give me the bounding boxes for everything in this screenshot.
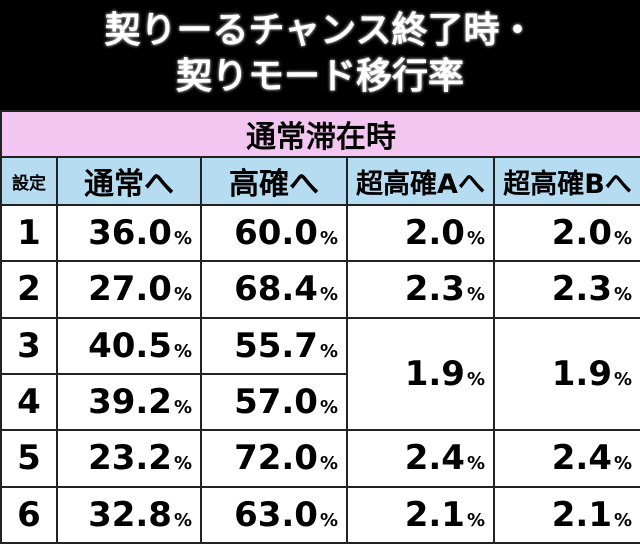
- super-b-cell: 2.3%: [492, 260, 640, 319]
- page-title: 契りーるチャンス終了時・ 契りモード移行率: [0, 0, 640, 108]
- value: 2.4: [551, 438, 612, 479]
- title-line-2: 契りモード移行率: [175, 56, 464, 97]
- value: 2.1: [551, 494, 612, 535]
- percent-sign: %: [614, 228, 633, 250]
- percent-sign: %: [173, 509, 192, 531]
- high-cell: 60.0%: [200, 203, 348, 263]
- value: 68.4: [234, 269, 318, 310]
- normal-cell: 40.5%: [56, 316, 202, 375]
- title-line-1: 契りーるチャンス終了時・: [104, 10, 536, 51]
- value: 1.9: [404, 353, 465, 394]
- value: 27.0: [88, 269, 172, 310]
- setting-cell: 5: [0, 429, 58, 488]
- table-row: 6 32.8% 63.0% 2.1% 2.1%: [0, 485, 640, 544]
- value: 60.0: [234, 213, 318, 254]
- value: 2.4: [404, 438, 465, 479]
- percent-sign: %: [466, 228, 485, 250]
- percent-sign: %: [319, 509, 338, 531]
- percent-sign: %: [614, 368, 633, 390]
- percent-sign: %: [466, 509, 485, 531]
- high-cell: 55.7%: [200, 316, 348, 375]
- percent-sign: %: [173, 340, 192, 362]
- table-row: 5 23.2% 72.0% 2.4% 2.4%: [0, 429, 640, 488]
- value: 55.7: [234, 325, 318, 366]
- super-b-cell: 2.1%: [492, 485, 640, 544]
- super-b-cell: 2.0%: [492, 203, 640, 263]
- value: 40.5: [88, 325, 172, 366]
- rate-table: 通常滞在時 設定 通常へ 高確へ 超高確Aへ 超高確Bへ 1 36.0% 60.…: [0, 110, 640, 544]
- value: 72.0: [234, 438, 318, 479]
- normal-cell: 36.0%: [56, 203, 202, 263]
- value: 2.3: [551, 269, 612, 310]
- section-label: 通常滞在時: [0, 110, 640, 158]
- header-high: 高確へ: [200, 156, 348, 206]
- header-super-a: 超高確Aへ: [346, 156, 495, 206]
- value: 2.1: [404, 494, 465, 535]
- percent-sign: %: [614, 284, 633, 306]
- header-normal: 通常へ: [56, 156, 202, 206]
- super-a-cell: 2.0%: [346, 203, 495, 263]
- high-cell: 72.0%: [200, 429, 348, 488]
- percent-sign: %: [173, 228, 192, 250]
- setting-cell: 3: [0, 316, 58, 375]
- percent-sign: %: [614, 509, 633, 531]
- super-a-cell: 2.1%: [346, 485, 495, 544]
- percent-sign: %: [466, 368, 485, 390]
- normal-cell: 27.0%: [56, 260, 202, 319]
- percent-sign: %: [319, 340, 338, 362]
- percent-sign: %: [466, 453, 485, 475]
- super-b-cell: 2.4%: [492, 429, 640, 488]
- percent-sign: %: [614, 453, 633, 475]
- value: 36.0: [88, 213, 172, 254]
- percent-sign: %: [173, 397, 192, 419]
- setting-cell: 1: [0, 203, 58, 263]
- setting-cell: 2: [0, 260, 58, 319]
- table-row: 4 39.2% 57.0%: [0, 372, 640, 432]
- value: 23.2: [88, 438, 172, 479]
- high-cell: 68.4%: [200, 260, 348, 319]
- percent-sign: %: [319, 453, 338, 475]
- normal-cell: 39.2%: [56, 372, 202, 432]
- percent-sign: %: [319, 228, 338, 250]
- percent-sign: %: [319, 284, 338, 306]
- table-row: 3 40.5% 55.7% 1.9% 1.9%: [0, 316, 640, 432]
- value: 32.8: [88, 494, 172, 535]
- super-a-merged-cell: 1.9%: [346, 316, 495, 432]
- table-row: 1 36.0% 60.0% 2.0% 2.0%: [0, 203, 640, 263]
- header-setting: 設定: [0, 156, 58, 206]
- value: 1.9: [551, 353, 612, 394]
- value: 63.0: [234, 494, 318, 535]
- value: 2.3: [404, 269, 465, 310]
- super-a-cell: 2.4%: [346, 429, 495, 488]
- high-cell: 57.0%: [200, 372, 348, 432]
- normal-cell: 23.2%: [56, 429, 202, 488]
- super-b-merged-cell: 1.9%: [492, 316, 640, 432]
- value: 2.0: [404, 213, 465, 254]
- percent-sign: %: [466, 284, 485, 306]
- percent-sign: %: [319, 397, 338, 419]
- super-a-cell: 2.3%: [346, 260, 495, 319]
- high-cell: 63.0%: [200, 485, 348, 544]
- table-row: 2 27.0% 68.4% 2.3% 2.3%: [0, 260, 640, 319]
- value: 2.0: [551, 213, 612, 254]
- value: 57.0: [234, 382, 318, 423]
- percent-sign: %: [173, 453, 192, 475]
- setting-cell: 4: [0, 372, 58, 432]
- setting-cell: 6: [0, 485, 58, 544]
- header-super-b: 超高確Bへ: [492, 156, 640, 206]
- percent-sign: %: [173, 284, 192, 306]
- normal-cell: 32.8%: [56, 485, 202, 544]
- value: 39.2: [88, 382, 172, 423]
